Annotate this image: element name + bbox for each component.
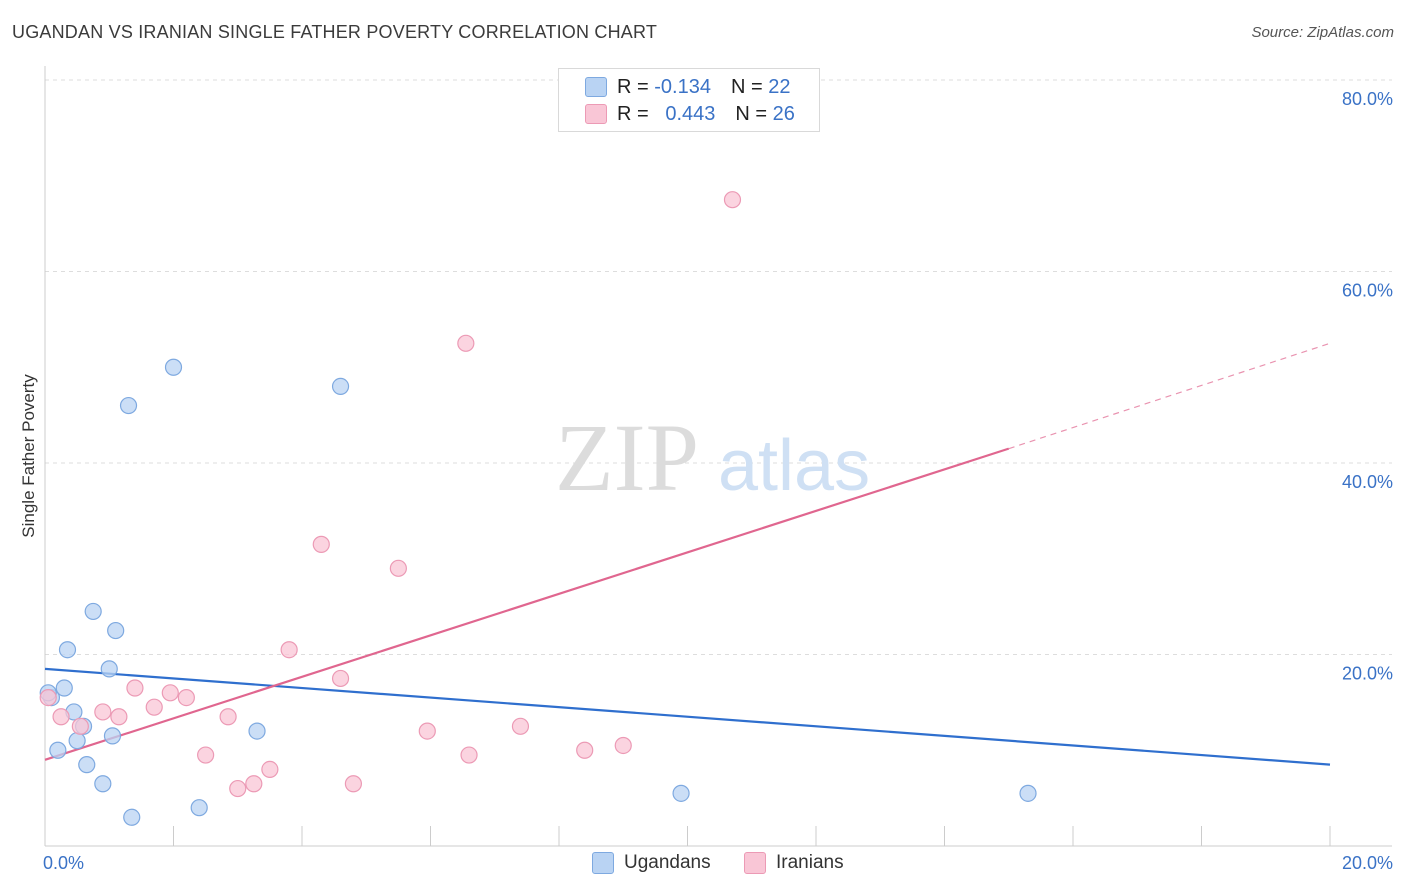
point-iranians (511, 717, 530, 735)
point-ugandans (331, 377, 350, 395)
point-iranians (126, 679, 144, 697)
point-iranians (614, 736, 632, 755)
point-ugandans (55, 679, 73, 697)
point-iranians (219, 708, 237, 726)
tick-labels: 20.0% 40.0% 60.0% 80.0% 0.0% 20.0% (43, 89, 1393, 873)
point-ugandans (94, 775, 112, 793)
point-ugandans (672, 784, 690, 802)
point-iranians (344, 775, 362, 793)
point-ugandans (248, 722, 266, 740)
legend-row-iranians: R = 0.443 N = 26 (585, 101, 795, 127)
point-iranians (280, 641, 298, 659)
point-iranians (52, 708, 70, 726)
point-iranians (110, 708, 128, 726)
point-ugandans (123, 808, 141, 826)
point-iranians (94, 703, 112, 721)
n-value: 26 (772, 102, 795, 125)
iranians-swatch (585, 104, 607, 124)
correlation-legend: R = -0.134 N = 22 R = 0.443 N = 26 (558, 68, 820, 132)
point-iranians (576, 741, 594, 759)
point-iranians (71, 717, 89, 735)
point-ugandans (84, 602, 102, 621)
chart-title: UGANDAN VS IRANIAN SINGLE FATHER POVERTY… (12, 22, 658, 42)
legend-label: Ugandans (624, 852, 711, 873)
point-ugandans (49, 741, 67, 759)
point-iranians (418, 722, 436, 740)
point-ugandans (190, 799, 208, 817)
legend-row-ugandans: R = -0.134 N = 22 (585, 74, 790, 100)
point-iranians (723, 191, 742, 209)
point-iranians (145, 698, 163, 716)
point-ugandans (107, 621, 125, 640)
point-iranians (39, 688, 57, 707)
series-legend: Ugandans Iranians (0, 850, 1406, 880)
point-ugandans (119, 396, 138, 415)
point-ugandans (100, 660, 118, 678)
y-tick-label: 80.0% (1342, 89, 1393, 109)
y-tick-label: 20.0% (1342, 664, 1393, 684)
x-tick-label: 20.0% (1342, 853, 1393, 873)
y-tick-label: 40.0% (1342, 472, 1393, 492)
watermark-zip: ZIP (555, 404, 699, 511)
trend-lines (44, 342, 1331, 766)
point-ugandans (78, 756, 96, 774)
r-label: R = (617, 75, 649, 98)
gridlines (45, 79, 1392, 655)
chart-source: Source: ZipAtlas.com (1251, 24, 1394, 41)
legend-label: Iranians (776, 852, 844, 873)
ugandans-swatch (585, 77, 607, 97)
n-label: N = (735, 102, 768, 125)
legend-item-iranians[interactable]: Iranians (744, 852, 844, 874)
iranians-swatch (744, 852, 766, 874)
data-points (39, 191, 1037, 826)
x-tick-label: 0.0% (43, 853, 84, 873)
r-value: -0.134 (654, 75, 711, 98)
trend-line-ugandans (44, 667, 1331, 766)
point-iranians (197, 746, 215, 764)
point-iranians (312, 535, 330, 553)
point-iranians (229, 779, 247, 798)
trend-line-iranians (44, 447, 1010, 761)
n-label: N = (730, 75, 763, 98)
point-iranians (457, 334, 475, 352)
ugandans-swatch (592, 852, 614, 874)
r-label: R = (617, 102, 649, 125)
r-value: 0.443 (665, 102, 716, 125)
point-iranians (177, 688, 195, 707)
legend-item-ugandans[interactable]: Ugandans (592, 852, 711, 874)
point-ugandans (58, 641, 77, 659)
point-ugandans (164, 358, 183, 376)
axes (44, 66, 1392, 847)
point-iranians (460, 746, 478, 764)
y-tick-label: 60.0% (1342, 281, 1393, 301)
point-ugandans (1019, 784, 1037, 802)
y-axis-title: Single Father Poverty (19, 374, 38, 538)
n-value: 22 (768, 75, 791, 98)
watermark-atlas: atlas (718, 426, 870, 506)
point-ugandans (103, 727, 122, 745)
point-ugandans (68, 732, 86, 750)
point-iranians (389, 559, 407, 577)
point-iranians (261, 760, 279, 779)
point-iranians (331, 669, 350, 688)
point-iranians (161, 684, 179, 702)
point-iranians (245, 775, 263, 793)
trend-extension-iranians (1008, 342, 1331, 450)
